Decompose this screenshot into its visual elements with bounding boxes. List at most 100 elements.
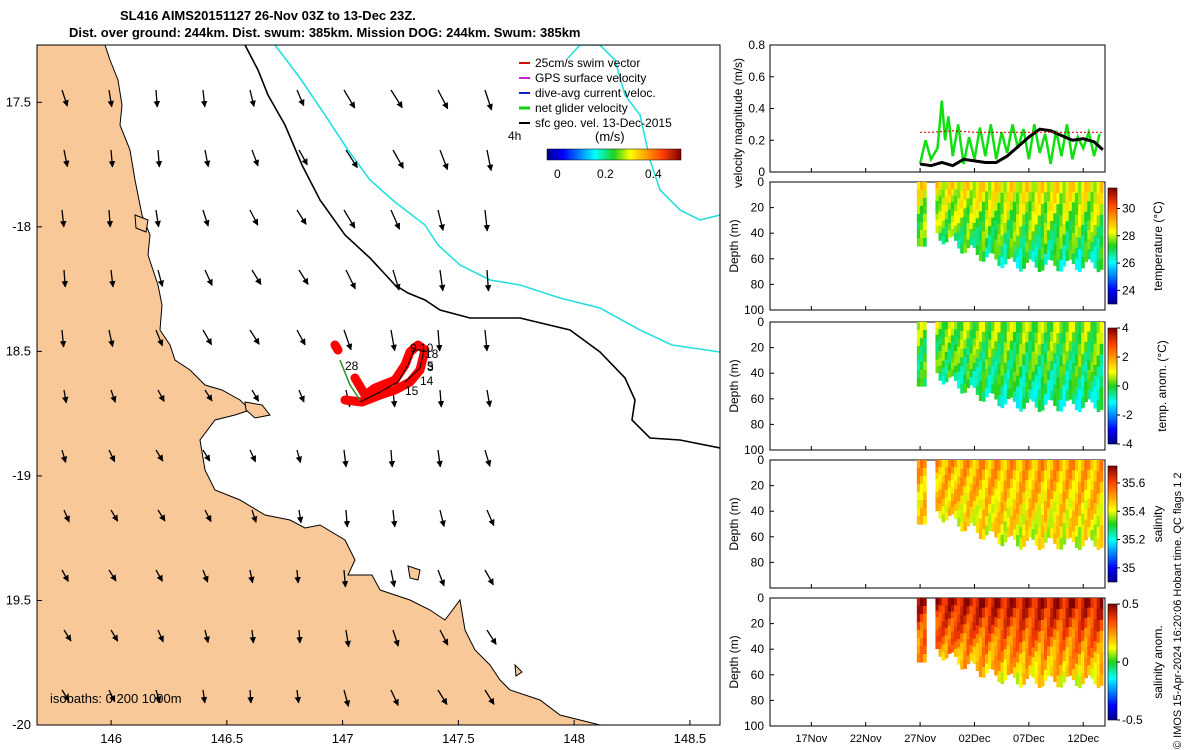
depth-cell (1003, 669, 1008, 681)
depth-cell (991, 330, 995, 341)
island (134, 214, 149, 233)
depth-cell (1009, 616, 1014, 627)
depth-cell (978, 231, 983, 242)
depth-cell (988, 182, 992, 192)
depth-cell (1065, 240, 1070, 252)
depth-cell (941, 467, 946, 477)
depth-cell (1093, 364, 1098, 377)
depth-cell (1019, 631, 1023, 644)
depth-cell (972, 484, 977, 494)
depth-cell (957, 363, 961, 373)
depth-cell (1003, 521, 1008, 533)
depth-cell (916, 354, 921, 363)
depth-cell (1053, 213, 1057, 225)
depth-cell (1037, 609, 1042, 621)
depth-cell (981, 460, 986, 471)
depth-cell (969, 376, 974, 386)
depth-cell (997, 512, 1002, 524)
depth-cell (991, 660, 995, 670)
depth-cell (1040, 247, 1045, 260)
depth-cell (1090, 617, 1095, 629)
depth-cell (981, 341, 986, 353)
depth-cell (1022, 246, 1026, 259)
depth-cell (991, 633, 995, 644)
depth-cell (1074, 598, 1079, 610)
velocity-vector (343, 509, 351, 528)
depth-cell (1065, 528, 1070, 539)
depth-cell (1065, 322, 1070, 333)
depth-cell (969, 598, 974, 607)
depth-cell (1016, 322, 1020, 334)
depth-cell (1000, 630, 1005, 642)
depth-cell (981, 251, 986, 262)
depth-cell (935, 466, 940, 474)
depth-cell (1056, 215, 1061, 227)
velocity-vector (108, 149, 116, 168)
depth-cell (1009, 219, 1014, 230)
depth-cell (1090, 381, 1095, 393)
depth-cell (1056, 193, 1061, 205)
depth-cell (972, 346, 977, 356)
depth-cell (985, 598, 989, 608)
depth-cell (1028, 527, 1033, 538)
depth-cell (1087, 508, 1092, 519)
depth-cell (1078, 182, 1082, 194)
depth-cell (975, 643, 980, 653)
depth-cell (1053, 182, 1057, 194)
depth-cell (1068, 508, 1073, 519)
velocity-vector (251, 509, 258, 523)
svg-text:10: 10 (420, 341, 434, 355)
depth-cell (1019, 526, 1023, 539)
depth-cell (978, 191, 983, 203)
depth-cell (1012, 519, 1017, 530)
depth-cell (1037, 249, 1042, 261)
depth-cell (963, 243, 968, 253)
depth-cell (938, 365, 943, 374)
depth-cell (966, 476, 971, 486)
depth-cell (944, 489, 949, 498)
depth-cell (981, 221, 986, 233)
depth-cell (1034, 491, 1039, 504)
depth-cell (985, 359, 989, 370)
depth-cell (1087, 201, 1092, 212)
depth-cell (972, 371, 977, 380)
depth-cell (988, 615, 992, 626)
depth-cell (950, 195, 955, 203)
depth-cell (975, 625, 980, 635)
depth-cell (1031, 529, 1036, 540)
depth-cell (923, 484, 927, 493)
depth-cell (950, 342, 955, 350)
depth-cell (1025, 530, 1030, 541)
depth-cell (1081, 375, 1085, 387)
depth-cell (1093, 502, 1098, 515)
depth-cell (944, 182, 949, 191)
depth-cell (966, 330, 971, 340)
depth-cell (1081, 182, 1085, 194)
depth-cell (1071, 598, 1076, 609)
depth-cell (963, 208, 968, 218)
depth-cell (1025, 192, 1030, 203)
depth-cell (981, 499, 986, 511)
velocity-vector (294, 689, 302, 704)
depth-cell (1093, 214, 1098, 226)
depth-cell (1090, 469, 1095, 481)
depth-cell (954, 373, 958, 381)
depth-cell (1074, 332, 1079, 345)
depth-cell (985, 478, 989, 489)
depth-cell (1071, 480, 1076, 492)
depth-cell (1012, 221, 1017, 233)
depth-cell (1059, 664, 1064, 677)
depth-cell (1065, 370, 1070, 382)
depth-cell (1012, 637, 1017, 649)
depth-cell (941, 205, 946, 214)
depth-cell (1016, 481, 1020, 493)
depth-cell (1037, 333, 1042, 345)
depth-cell (1037, 460, 1042, 472)
velocity-vector (486, 509, 495, 527)
depth-cell (935, 359, 940, 367)
depth-cell (1074, 652, 1079, 665)
velocity-vector (62, 389, 69, 404)
depth-cell (1000, 470, 1005, 482)
depth-cell (1040, 258, 1045, 271)
depth-cell (960, 468, 964, 479)
